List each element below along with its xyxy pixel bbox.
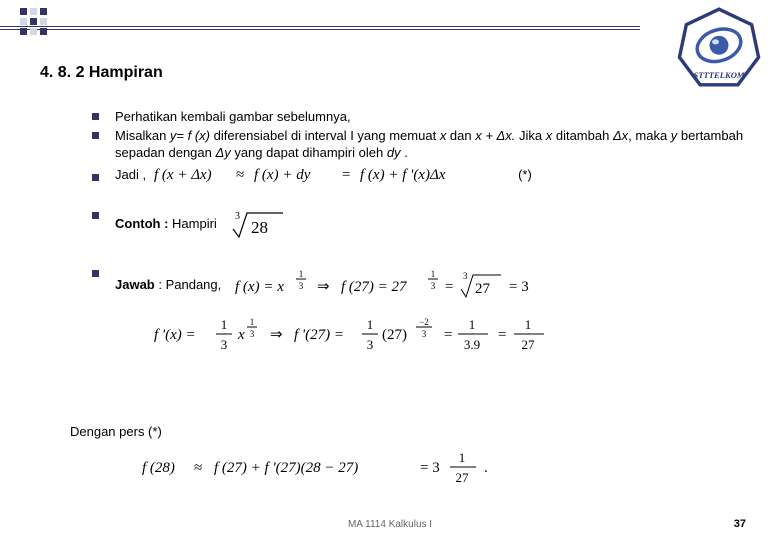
bullet-2: Misalkan y= f (x) diferensiabel di inter… — [92, 127, 752, 162]
svg-text:1: 1 — [221, 317, 228, 332]
svg-text:f (x) = x: f (x) = x — [235, 279, 284, 295]
svg-text:≈: ≈ — [194, 460, 202, 476]
svg-text:= 3: = 3 — [509, 279, 529, 295]
bullet-icon — [92, 212, 99, 219]
slide-content: Perhatikan kembali gambar sebelumnya, Mi… — [92, 108, 752, 361]
svg-text:x: x — [237, 327, 245, 343]
corner-dot-grid — [20, 8, 47, 35]
svg-text:f (27) + f '(27)(28 − 27): f (27) + f '(27)(28 − 27) — [214, 460, 358, 476]
svg-text:f '(x) =: f '(x) = — [154, 327, 196, 343]
bullet-4-text: Contoh : Hampiri 3 28 — [115, 207, 752, 241]
bullet-icon — [92, 113, 99, 120]
svg-text:STTTELKOM: STTTELKOM — [693, 70, 744, 80]
svg-text:1: 1 — [299, 269, 304, 279]
svg-text:27: 27 — [475, 281, 491, 297]
svg-text:⇒: ⇒ — [317, 279, 330, 295]
svg-text:⇒: ⇒ — [270, 327, 283, 343]
pandang-formula: f (x) = x 1 3 ⇒ f (27) = 27 1 3 = 3 27 =… — [233, 265, 573, 305]
svg-text:=: = — [444, 327, 452, 343]
svg-text:1: 1 — [525, 317, 532, 332]
bullet-2-text: Misalkan y= f (x) diferensiabel di inter… — [115, 127, 752, 162]
approx-formula: f (x + Δx) ≈ f (x) + dy = f (x) + f '(x)… — [150, 163, 510, 187]
bullet-1-text: Perhatikan kembali gambar sebelumnya, — [115, 108, 752, 126]
page-number: 37 — [734, 518, 746, 530]
footer-text: MA 1114 Kalkulus I — [0, 519, 780, 530]
svg-text:3: 3 — [235, 211, 240, 222]
svg-text:3: 3 — [367, 337, 374, 352]
dengan-label: Dengan pers (*) — [70, 424, 162, 439]
svg-text:1: 1 — [367, 317, 374, 332]
svg-text:f (27) = 27: f (27) = 27 — [341, 279, 408, 295]
cuberoot-28: 3 28 — [229, 207, 289, 241]
svg-text:(27): (27) — [382, 327, 407, 343]
svg-text:27: 27 — [456, 470, 470, 485]
svg-text:1: 1 — [250, 317, 255, 327]
final-approx-formula: f (28) ≈ f (27) + f '(27)(28 − 27) = 3 1… — [140, 446, 560, 488]
svg-text:1: 1 — [469, 317, 476, 332]
bullet-5-text: Jawab : Pandang, f (x) = x 1 3 ⇒ f (27) … — [115, 265, 752, 305]
svg-text:3: 3 — [221, 337, 228, 352]
svg-text:f '(27) =: f '(27) = — [294, 327, 344, 343]
svg-text:3: 3 — [422, 329, 427, 339]
svg-text:f (x) + dy: f (x) + dy — [254, 167, 311, 183]
svg-text:1: 1 — [431, 269, 436, 279]
svg-text:f (x + Δx): f (x + Δx) — [154, 167, 212, 183]
stttelkom-logo: STTTELKOM — [676, 4, 762, 90]
bullet-1: Perhatikan kembali gambar sebelumnya, — [92, 108, 752, 126]
svg-text:3.9: 3.9 — [464, 337, 480, 352]
svg-text:=: = — [342, 167, 350, 183]
svg-text:3: 3 — [299, 281, 304, 291]
svg-text:f (28): f (28) — [142, 460, 175, 476]
svg-text:−2: −2 — [419, 317, 429, 327]
svg-text:.: . — [484, 460, 488, 476]
bullet-icon — [92, 174, 99, 181]
bullet-icon — [92, 132, 99, 139]
bullet-icon — [92, 270, 99, 277]
bullet-4: Contoh : Hampiri 3 28 — [92, 207, 752, 241]
svg-text:≈: ≈ — [236, 167, 244, 183]
svg-text:=: = — [498, 327, 506, 343]
bullet-3: Jadi , f (x + Δx) ≈ f (x) + dy = f (x) +… — [92, 163, 752, 187]
svg-text:= 3: = 3 — [420, 460, 440, 476]
svg-text:28: 28 — [251, 218, 268, 237]
svg-text:27: 27 — [522, 337, 536, 352]
section-heading: 4. 8. 2 Hampiran — [40, 64, 163, 82]
svg-text:3: 3 — [250, 329, 255, 339]
bullet-3-text: Jadi , f (x + Δx) ≈ f (x) + dy = f (x) +… — [115, 163, 752, 187]
derivative-formula: f '(x) = 1 3 x 1 3 ⇒ f '(27) = 1 3 (27) … — [152, 311, 752, 362]
svg-text:f (x) + f '(x)Δx: f (x) + f '(x)Δx — [360, 167, 446, 183]
svg-text:3: 3 — [431, 281, 436, 291]
svg-text:1: 1 — [459, 450, 466, 465]
svg-text:3: 3 — [463, 271, 468, 281]
bullet-5: Jawab : Pandang, f (x) = x 1 3 ⇒ f (27) … — [92, 265, 752, 305]
svg-text:=: = — [445, 279, 453, 295]
top-stripe — [0, 26, 640, 30]
